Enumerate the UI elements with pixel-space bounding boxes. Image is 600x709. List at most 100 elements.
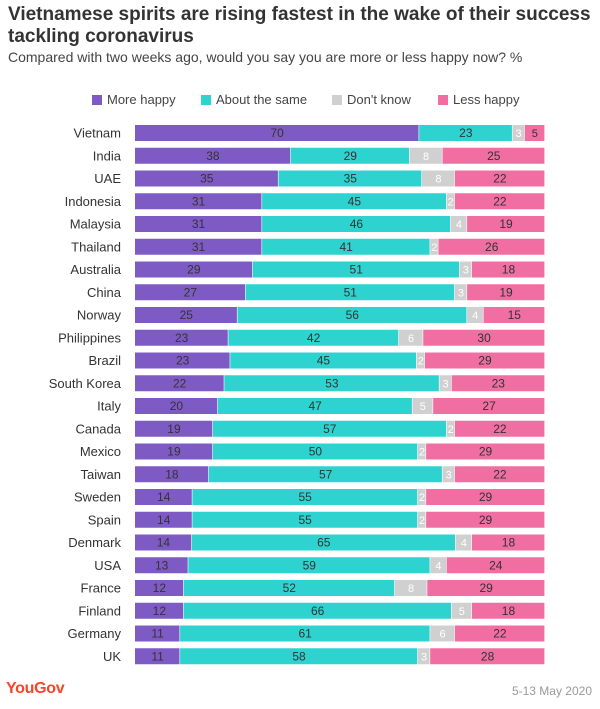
bar-less-happy-south-korea: [451, 375, 545, 392]
data-label-don-t-know-germany: 6: [439, 629, 445, 641]
bar-don-t-know-spain: [417, 511, 426, 528]
bar-less-happy-denmark: [471, 534, 545, 551]
legend-swatch-dont-know: [332, 95, 342, 105]
bar-more-happy-canada: [135, 420, 213, 437]
chart-subtitle: Compared with two weeks ago, would you s…: [8, 49, 523, 65]
bar-don-t-know-indonesia: [446, 193, 455, 210]
bar-about-the-same-spain: [192, 511, 418, 528]
data-label-less-happy-canada: 22: [493, 422, 507, 436]
data-label-more-happy-thailand: 31: [192, 240, 206, 254]
bar-about-the-same-finland: [183, 602, 452, 619]
legend: More happy About the same Don't know Les…: [0, 92, 600, 108]
bar-about-the-same-mexico: [212, 443, 418, 460]
bar-more-happy-finland: [135, 602, 184, 619]
data-label-more-happy-china: 27: [184, 285, 198, 299]
category-label-finland: Finland: [78, 603, 121, 618]
data-label-about-the-same-uk: 58: [292, 649, 306, 663]
bar-about-the-same-india: [290, 147, 410, 164]
bar-about-the-same-vietnam: [419, 125, 512, 141]
bar-less-happy-uk: [430, 648, 545, 665]
data-label-don-t-know-sweden: 2: [419, 492, 425, 504]
data-label-less-happy-australia: 18: [502, 263, 516, 277]
bar-don-t-know-sweden: [417, 489, 426, 505]
bar-more-happy-malaysia: [135, 216, 262, 232]
bar-more-happy-mexico: [135, 443, 213, 460]
data-label-don-t-know-malaysia: 4: [456, 219, 462, 231]
data-label-don-t-know-usa: 4: [435, 560, 441, 572]
bar-don-t-know-thailand: [430, 238, 438, 255]
bar-less-happy-china: [467, 284, 545, 301]
legend-swatch-more-happy: [92, 95, 102, 105]
bar-don-t-know-vietnam: [512, 125, 525, 141]
data-label-about-the-same-vietnam: 23: [459, 126, 473, 140]
bar-about-the-same-indonesia: [262, 193, 446, 210]
bar-less-happy-norway: [483, 307, 545, 323]
legend-label-more-happy: More happy: [107, 92, 176, 107]
data-label-more-happy-canada: 19: [167, 422, 181, 436]
category-label-sweden: Sweden: [74, 490, 121, 505]
bar-more-happy-india: [135, 147, 291, 164]
bar-don-t-know-brazil: [416, 352, 425, 369]
data-label-about-the-same-usa: 59: [303, 558, 317, 572]
bar-more-happy-denmark: [135, 534, 192, 551]
data-label-about-the-same-sweden: 55: [298, 490, 312, 504]
data-label-about-the-same-france: 52: [283, 581, 297, 595]
data-label-less-happy-denmark: 18: [502, 536, 516, 550]
bar-more-happy-indonesia: [135, 193, 262, 210]
bar-less-happy-thailand: [438, 238, 545, 255]
data-label-about-the-same-italy: 47: [308, 399, 322, 413]
bar-less-happy-spain: [426, 511, 545, 528]
category-label-malaysia: Malaysia: [70, 217, 122, 232]
bar-don-t-know-canada: [446, 420, 455, 437]
bar-about-the-same-thailand: [262, 238, 430, 255]
bar-about-the-same-denmark: [191, 534, 456, 551]
data-label-about-the-same-indonesia: 45: [348, 194, 362, 208]
bar-about-the-same-philippines: [228, 329, 399, 346]
bar-about-the-same-norway: [237, 307, 467, 323]
bar-less-happy-canada: [454, 420, 545, 437]
data-label-about-the-same-thailand: 41: [339, 240, 353, 254]
data-label-about-the-same-south-korea: 53: [325, 376, 339, 390]
data-label-don-t-know-italy: 5: [420, 401, 426, 413]
category-label-norway: Norway: [77, 308, 122, 323]
data-label-about-the-same-mexico: 50: [309, 445, 323, 459]
bar-about-the-same-south-korea: [224, 375, 439, 392]
bar-about-the-same-usa: [188, 557, 430, 574]
bar-less-happy-germany: [454, 625, 545, 642]
data-label-more-happy-denmark: 14: [157, 536, 171, 550]
legend-label-dont-know: Don't know: [347, 92, 411, 107]
data-label-about-the-same-brazil: 45: [317, 354, 331, 368]
category-label-canada: Canada: [75, 421, 121, 436]
bar-more-happy-philippines: [135, 329, 228, 346]
data-label-about-the-same-finland: 66: [311, 604, 325, 618]
legend-label-less-happy: Less happy: [453, 92, 520, 107]
data-label-don-t-know-france: 8: [408, 583, 414, 595]
data-label-don-t-know-uk: 3: [421, 651, 427, 663]
bar-more-happy-uk: [135, 648, 180, 665]
bar-don-t-know-philippines: [398, 329, 423, 346]
data-label-more-happy-india: 38: [206, 149, 220, 163]
bar-less-happy-taiwan: [454, 466, 545, 483]
bar-more-happy-spain: [135, 511, 192, 528]
data-label-more-happy-usa: 13: [155, 558, 169, 572]
bar-about-the-same-malaysia: [262, 216, 451, 232]
bar-about-the-same-uae: [278, 170, 422, 187]
category-label-south-korea: South Korea: [49, 376, 122, 391]
data-label-don-t-know-canada: 2: [448, 424, 454, 436]
legend-item-dont-know: Don't know: [332, 92, 411, 107]
bar-about-the-same-germany: [180, 625, 430, 642]
data-label-don-t-know-taiwan: 3: [446, 469, 452, 481]
data-label-less-happy-usa: 24: [489, 558, 503, 572]
data-label-about-the-same-china: 51: [344, 285, 358, 299]
data-label-don-t-know-south-korea: 3: [442, 378, 448, 390]
bar-don-t-know-australia: [459, 261, 472, 278]
bar-about-the-same-uk: [180, 648, 418, 665]
bar-about-the-same-italy: [217, 398, 412, 414]
bar-more-happy-vietnam: [135, 125, 419, 141]
data-label-more-happy-germany: 11: [151, 627, 164, 641]
bar-more-happy-germany: [135, 625, 180, 642]
category-label-indonesia: Indonesia: [65, 194, 122, 209]
data-label-don-t-know-denmark: 4: [461, 538, 467, 550]
bar-about-the-same-australia: [252, 261, 460, 278]
